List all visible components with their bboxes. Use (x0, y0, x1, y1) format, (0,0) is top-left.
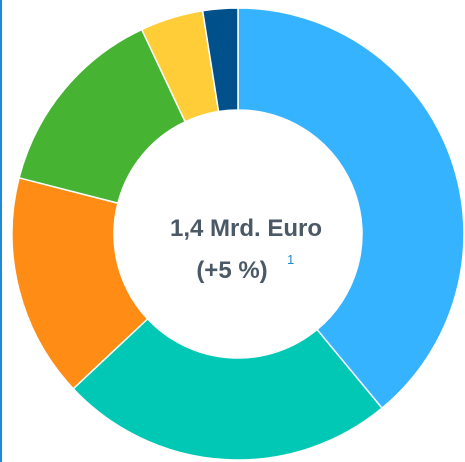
donut-slice (11, 176, 149, 390)
donut (11, 7, 465, 461)
center-line-2: (+5 %) (196, 257, 267, 284)
center-line-1: 1,4 Mrd. Euro (170, 215, 322, 242)
left-border (0, 0, 2, 462)
footnote-marker: 1 (287, 252, 294, 267)
donut-slice (201, 7, 239, 113)
donut-slice (72, 317, 384, 461)
donut-slice (237, 7, 465, 410)
